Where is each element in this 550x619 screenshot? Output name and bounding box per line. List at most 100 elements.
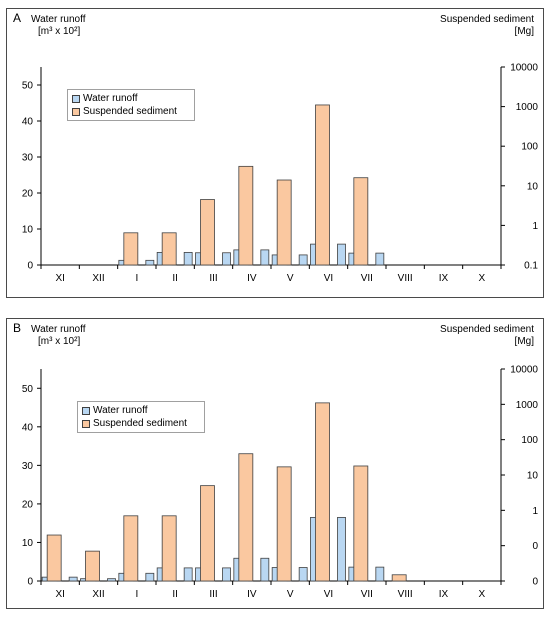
x-axis-tick-label: XII [92, 273, 104, 284]
right-axis-label: Suspended sediment [440, 324, 534, 335]
legend-label-runoff: Water runoff [83, 93, 138, 104]
legend-swatch-runoff [82, 406, 90, 415]
bar-water-runoff-front [375, 252, 385, 266]
right-axis-tick-label: 10 [527, 181, 539, 192]
x-axis-tick-label: VII [361, 589, 373, 600]
bar-suspended-sediment [85, 550, 100, 582]
bar-suspended-sediment [276, 466, 292, 582]
bar-suspended-sediment [200, 199, 215, 266]
x-axis-tick-label: III [209, 589, 217, 600]
x-axis-tick-label: VII [361, 273, 373, 284]
bar-suspended-sediment [46, 534, 62, 582]
bar-water-runoff-front [375, 566, 385, 582]
left-axis-tick-label: 0 [27, 261, 33, 272]
x-axis-tick-label: XI [55, 589, 64, 600]
bar-suspended-sediment [353, 177, 369, 266]
bar-suspended-sediment [238, 453, 254, 582]
right-axis-tick-label: 100 [521, 142, 538, 153]
x-axis-tick-label: XII [92, 589, 104, 600]
x-axis-tick-label: VIII [398, 589, 413, 600]
bar-suspended-sediment [200, 485, 215, 582]
right-axis-tick-label: 0.1 [524, 261, 538, 272]
left-axis-tick-label: 10 [22, 538, 34, 549]
right-axis-unit: [Mg] [514, 336, 534, 347]
bar-water-runoff-front [145, 572, 155, 582]
chart-panel-a: A Water runoff [m³ x 10²] Suspended sedi… [6, 8, 544, 298]
legend-label-sediment: Suspended sediment [93, 418, 187, 429]
bar-water-runoff-front [298, 254, 308, 266]
legend-item-suspended-sediment: Suspended sediment [82, 417, 200, 430]
bar-water-runoff-front [68, 576, 78, 582]
x-axis-tick-label: XI [55, 273, 64, 284]
legend: Water runoff Suspended sediment [67, 89, 195, 121]
right-axis-tick-label: 0 [532, 541, 538, 552]
x-axis-tick-label: II [172, 589, 178, 600]
legend: Water runoff Suspended sediment [77, 401, 205, 433]
legend-swatch-sediment [72, 107, 80, 116]
left-axis-tick-label: 0 [27, 577, 33, 588]
legend-label-sediment: Suspended sediment [83, 106, 177, 117]
x-axis-tick-label: VI [324, 273, 333, 284]
x-axis-tick-label: I [135, 273, 138, 284]
bar-suspended-sediment [391, 574, 407, 582]
left-axis-tick-label: 40 [22, 422, 34, 433]
legend-item-water-runoff: Water runoff [72, 92, 190, 105]
chart-panel-b: B Water runoff [m³ x 10²] Suspended sedi… [6, 318, 544, 609]
right-axis-tick-label: 10000 [510, 365, 538, 376]
left-axis-tick-label: 30 [22, 153, 34, 164]
bar-water-runoff-front [337, 516, 346, 582]
panel-label: B [13, 321, 22, 335]
legend-label-runoff: Water runoff [93, 405, 148, 416]
x-axis-tick-label: IX [439, 273, 449, 284]
bar-suspended-sediment [238, 165, 254, 266]
left-axis-tick-label: 20 [22, 189, 34, 200]
right-axis-unit: [Mg] [514, 26, 534, 37]
bar-suspended-sediment [123, 515, 139, 582]
bar-water-runoff-front [183, 567, 193, 582]
x-axis-tick-label: X [478, 589, 485, 600]
left-axis-label: Water runoff [31, 324, 86, 335]
legend-swatch-sediment [82, 419, 90, 428]
bar-suspended-sediment [315, 104, 330, 266]
left-axis-unit: [m³ x 10²] [38, 26, 81, 37]
bar-water-runoff-front [107, 578, 116, 582]
right-axis-tick-label: 1000 [516, 400, 539, 411]
right-axis-tick-label: 10000 [510, 63, 538, 74]
bar-water-runoff-front [222, 567, 231, 582]
bar-suspended-sediment [161, 232, 177, 266]
left-axis-unit: [m³ x 10²] [38, 336, 81, 347]
bar-suspended-sediment [161, 515, 177, 582]
right-axis-label: Suspended sediment [440, 14, 534, 25]
left-axis-tick-label: 20 [22, 499, 34, 510]
x-axis-tick-label: IX [439, 589, 449, 600]
bar-suspended-sediment [353, 465, 369, 582]
left-axis-tick-label: 50 [22, 81, 34, 92]
right-axis-tick-label: 1000 [516, 102, 539, 113]
bar-water-runoff-front [145, 259, 155, 266]
x-axis-tick-label: I [135, 589, 138, 600]
right-axis-tick-label: 0 [532, 577, 538, 588]
left-axis-tick-label: 10 [22, 225, 34, 236]
x-axis-tick-label: VIII [398, 273, 413, 284]
bar-suspended-sediment [315, 402, 330, 582]
right-axis-tick-label: 1 [532, 506, 538, 517]
bar-water-runoff-front [298, 567, 308, 582]
right-axis-tick-label: 100 [521, 435, 538, 446]
bar-suspended-sediment [123, 232, 139, 266]
x-axis-tick-label: III [209, 273, 217, 284]
left-axis-label: Water runoff [31, 14, 86, 25]
bar-water-runoff-front [337, 243, 346, 266]
legend-swatch-runoff [72, 94, 80, 103]
x-axis-tick-label: IV [247, 589, 257, 600]
left-axis-tick-label: 40 [22, 117, 34, 128]
bar-water-runoff-front [260, 557, 270, 582]
bar-suspended-sediment [276, 179, 292, 266]
x-axis-tick-label: V [287, 589, 294, 600]
x-axis-tick-label: IV [247, 273, 257, 284]
x-axis-tick-label: X [478, 273, 485, 284]
x-axis-tick-label: VI [324, 589, 333, 600]
x-axis-tick-label: V [287, 273, 294, 284]
x-axis-tick-label: II [172, 273, 178, 284]
